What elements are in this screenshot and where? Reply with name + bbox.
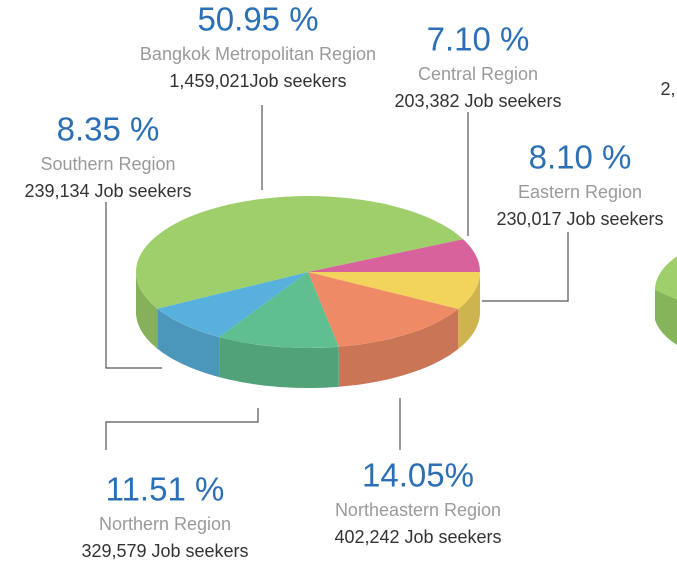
percent-label: 50.95 % bbox=[197, 1, 318, 38]
slice-side bbox=[458, 272, 480, 349]
cropped-label: 2, bbox=[660, 79, 675, 99]
region-name: Eastern Region bbox=[518, 182, 642, 202]
slice-side bbox=[338, 309, 459, 387]
leader-line bbox=[105, 202, 162, 369]
region-name: Southern Region bbox=[40, 154, 175, 174]
percent-label: 14.05% bbox=[362, 457, 474, 494]
slice bbox=[308, 272, 480, 310]
leader-line bbox=[105, 408, 259, 450]
percent-label: 8.10 % bbox=[529, 139, 632, 176]
slice-side bbox=[157, 308, 220, 378]
region-name: Bangkok Metropolitan Region bbox=[140, 44, 376, 64]
percent-label: 11.51 % bbox=[106, 471, 225, 508]
cropped-pie-side bbox=[655, 290, 677, 345]
percent-label: 7.10 % bbox=[427, 21, 530, 58]
slice bbox=[219, 272, 339, 348]
job-seekers: 230,017 Job seekers bbox=[496, 209, 663, 229]
job-seekers: 402,242 Job seekers bbox=[334, 527, 501, 547]
slice bbox=[308, 239, 480, 272]
slice bbox=[157, 272, 308, 338]
job-seekers: 239,134 Job seekers bbox=[24, 181, 191, 201]
slice bbox=[308, 272, 459, 347]
job-seekers: 1,459,021Job seekers bbox=[169, 71, 346, 91]
slice-side bbox=[136, 272, 158, 349]
region-name: Northern Region bbox=[99, 514, 231, 534]
job-seekers: 329,579 Job seekers bbox=[81, 541, 248, 561]
percent-label: 8.35 % bbox=[57, 111, 160, 148]
region-name: Northeastern Region bbox=[335, 500, 501, 520]
job-seekers: 203,382 Job seekers bbox=[394, 91, 561, 111]
slice-side bbox=[219, 337, 339, 388]
region-name: Central Region bbox=[418, 64, 538, 84]
leader-line bbox=[482, 232, 569, 302]
slice bbox=[136, 195, 464, 309]
